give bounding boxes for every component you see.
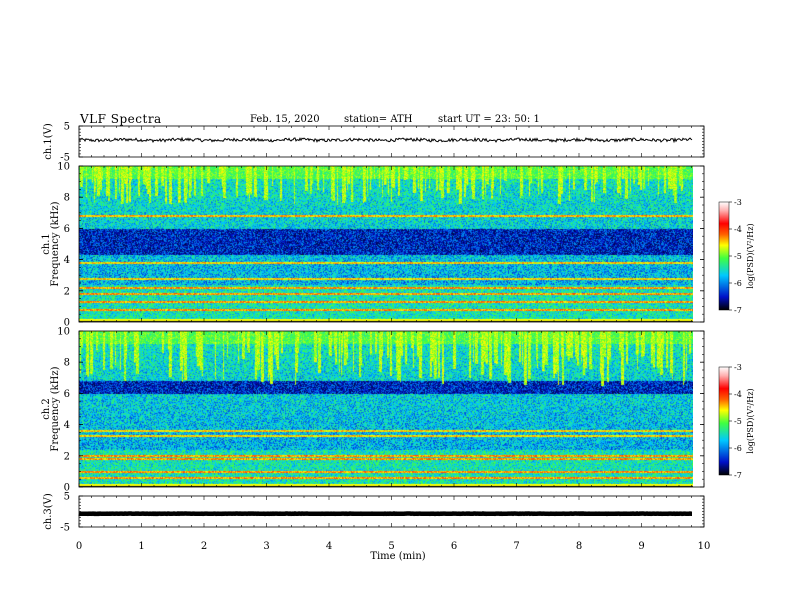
ch2-colorbar: -3 -4 -5 -6 -7 log(PSD)(V²/Hz) bbox=[718, 363, 755, 480]
y-tick-label: 6 bbox=[64, 224, 70, 235]
y-tick-label: 10 bbox=[57, 327, 70, 338]
y-axis-label: Frequency (kHz) bbox=[50, 201, 61, 286]
y-tick-label: 10 bbox=[57, 162, 70, 173]
x-tick-label: 9 bbox=[638, 541, 644, 552]
date-label: Feb. 15, 2020 bbox=[250, 114, 320, 125]
x-tick-label: 10 bbox=[698, 541, 711, 552]
x-tick-label: 1 bbox=[138, 541, 144, 552]
x-tick-label: 3 bbox=[263, 541, 269, 552]
y-tick-label: 5 bbox=[64, 122, 70, 133]
y-tick-label: 2 bbox=[64, 286, 70, 297]
colorbar-label: log(PSD)(V²/Hz) bbox=[746, 223, 755, 288]
colorbar-tick-label: -7 bbox=[734, 306, 742, 315]
colorbar-gradient bbox=[718, 201, 730, 311]
x-axis-label: Time (min) bbox=[370, 551, 425, 562]
y-tick-label: 4 bbox=[64, 255, 70, 266]
y-tick-label: 8 bbox=[64, 193, 70, 204]
y-axis-label: Frequency (kHz) bbox=[50, 366, 61, 451]
ch1-colorbar: -3 -4 -5 -6 -7 log(PSD)(V²/Hz) bbox=[718, 198, 755, 315]
x-tick-label: 0 bbox=[76, 541, 82, 552]
y-tick-label: 6 bbox=[64, 389, 70, 400]
channel-label: ch.2 bbox=[41, 398, 52, 420]
colorbar-tick-label: -6 bbox=[734, 279, 742, 288]
y-tick-label: 0 bbox=[64, 483, 70, 494]
y-tick-label: -5 bbox=[60, 523, 70, 534]
colorbar-tick-label: -5 bbox=[734, 417, 742, 426]
colorbar-tick-label: -3 bbox=[734, 363, 742, 372]
start-time-label: start UT = 23: 50: 1 bbox=[438, 114, 540, 125]
y-axis-label: ch.3(V) bbox=[43, 493, 54, 530]
y-tick-label: 5 bbox=[64, 492, 70, 503]
y-tick-label: 2 bbox=[64, 451, 70, 462]
ch3-waveform-panel: 5 -5 ch.3(V) bbox=[43, 492, 705, 534]
panel-frame bbox=[78, 125, 705, 158]
spectrogram-image bbox=[79, 331, 693, 487]
x-tick-label: 6 bbox=[451, 541, 457, 552]
y-tick-label: 8 bbox=[64, 358, 70, 369]
channel-label: ch.1 bbox=[41, 233, 52, 255]
ch1-waveform-panel: 5 -5 ch.1(V) bbox=[43, 122, 705, 164]
colorbar-tick-label: -5 bbox=[734, 252, 742, 261]
waveform-line bbox=[78, 136, 693, 144]
colorbar-tick-label: -6 bbox=[734, 444, 742, 453]
colorbar-tick-label: -4 bbox=[734, 390, 742, 399]
spectrogram-image bbox=[79, 166, 693, 322]
figure-title: VLF Spectra bbox=[80, 112, 162, 126]
colorbar-gradient bbox=[718, 366, 730, 476]
colorbar-label: log(PSD)(V²/Hz) bbox=[746, 388, 755, 453]
time-axis: 0 1 2 3 4 5 6 7 8 9 10 Time (min) bbox=[76, 541, 711, 562]
colorbar-tick-label: -4 bbox=[734, 225, 742, 234]
x-tick-label: 2 bbox=[201, 541, 207, 552]
y-tick-label: 0 bbox=[64, 318, 70, 329]
x-tick-label: 5 bbox=[388, 541, 394, 552]
colorbar-tick-label: -7 bbox=[734, 471, 742, 480]
x-tick-label: 8 bbox=[576, 541, 582, 552]
y-tick-label: -5 bbox=[60, 153, 70, 164]
x-tick-label: 7 bbox=[513, 541, 519, 552]
y-tick-label: 4 bbox=[64, 420, 70, 431]
station-label: station= ATH bbox=[344, 114, 413, 125]
x-tick-label: 4 bbox=[326, 541, 332, 552]
colorbar-tick-label: -3 bbox=[734, 198, 742, 207]
y-axis-label: ch.1(V) bbox=[43, 123, 54, 160]
